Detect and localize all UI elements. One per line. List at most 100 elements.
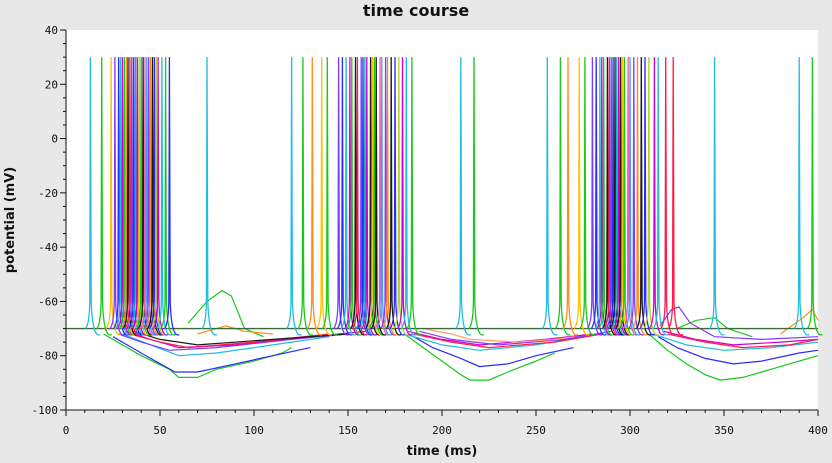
x-tick-label-0: 0 xyxy=(63,424,70,437)
trace-spike-75 xyxy=(607,57,624,336)
trace-spike-46 xyxy=(365,57,381,336)
trace-afterpotential-19 xyxy=(663,330,819,346)
y-tick-label-4: -20 xyxy=(38,187,58,200)
trace-spike-55 xyxy=(389,57,406,336)
trace-spike-93 xyxy=(709,57,725,336)
trace-spike-69 xyxy=(594,57,611,336)
trace-spike-61 xyxy=(468,57,485,336)
trace-spike-38 xyxy=(344,57,361,336)
trace-spike-87 xyxy=(639,57,656,336)
trace-spike-81 xyxy=(618,57,635,336)
trace-spike-94 xyxy=(793,57,810,336)
trace-spike-71 xyxy=(598,57,614,336)
trace-spike-22 xyxy=(146,57,163,336)
y-tick-label-2: -60 xyxy=(38,295,58,308)
trace-afterpotential-1 xyxy=(112,336,311,373)
trace-afterpotential-10 xyxy=(413,336,574,368)
y-tick-label-3: -40 xyxy=(38,241,58,254)
trace-spike-1 xyxy=(96,57,112,336)
trace-spike-85 xyxy=(631,57,648,336)
trace-spike-82 xyxy=(622,57,639,336)
y-tick-label-7: 40 xyxy=(45,24,58,37)
x-tick-label-8: 400 xyxy=(808,424,828,437)
x-tick-label-3: 150 xyxy=(338,424,358,437)
x-tick-label-4: 200 xyxy=(432,424,452,437)
trace-afterpotential-6 xyxy=(133,330,349,346)
trace-spike-2 xyxy=(105,57,122,336)
trace-spike-25 xyxy=(152,57,169,336)
trace-afterpotential-13 xyxy=(413,333,602,349)
trace-spike-0 xyxy=(84,57,101,336)
trace-spike-33 xyxy=(316,57,332,336)
trace-spike-27 xyxy=(160,57,176,336)
trace-spike-50 xyxy=(374,57,391,336)
trace-spike-56 xyxy=(393,57,410,336)
trace-afterpotential-16 xyxy=(648,333,819,381)
trace-spike-58 xyxy=(400,57,417,336)
trace-spike-88 xyxy=(643,57,660,336)
trace-spike-66 xyxy=(579,57,596,336)
trace-spike-41 xyxy=(351,57,368,336)
y-tick-label-6: 20 xyxy=(45,78,58,91)
plot-area xyxy=(66,30,818,410)
trace-spike-40 xyxy=(349,57,366,336)
trace-spike-3 xyxy=(109,57,126,336)
trace-spike-48 xyxy=(368,57,385,336)
trace-spike-78 xyxy=(613,57,629,336)
trace-spike-18 xyxy=(139,57,156,336)
trace-spike-67 xyxy=(586,57,603,336)
trace-spike-12 xyxy=(128,57,144,336)
trace-spike-29 xyxy=(201,57,218,336)
chart-title: time course xyxy=(362,1,470,20)
trace-spike-52 xyxy=(380,57,396,336)
trace-spike-65 xyxy=(573,57,590,336)
trace-spike-92 xyxy=(667,57,684,336)
trace-afterpotential-18 xyxy=(652,333,819,351)
trace-spike-4 xyxy=(113,57,129,336)
trace-spike-14 xyxy=(131,57,148,336)
x-tick-label-6: 300 xyxy=(620,424,640,437)
trace-spike-91 xyxy=(660,57,676,336)
trace-spike-63 xyxy=(554,57,571,336)
trace-spike-24 xyxy=(150,57,167,336)
y-tick-label-1: -80 xyxy=(38,350,58,363)
x-tick-label-5: 250 xyxy=(526,424,546,437)
trace-spike-23 xyxy=(148,57,165,336)
trace-spike-79 xyxy=(615,57,631,336)
trace-spike-37 xyxy=(340,57,357,336)
trace-spike-30 xyxy=(286,57,302,336)
trace-afterpotential-14 xyxy=(419,330,612,346)
x-tick-label-1: 50 xyxy=(153,424,166,437)
trace-afterpotential-8 xyxy=(197,325,273,335)
trace-spike-68 xyxy=(590,57,607,336)
trace-spike-10 xyxy=(124,57,141,336)
trace-spike-16 xyxy=(135,57,152,336)
y-tick-label-5: 0 xyxy=(51,133,58,146)
trace-spike-32 xyxy=(306,57,323,336)
trace-afterpotential-7 xyxy=(187,289,264,338)
trace-spike-95 xyxy=(806,57,823,336)
trace-spike-9 xyxy=(122,57,139,336)
trace-spike-43 xyxy=(357,57,374,336)
trace-spike-31 xyxy=(297,57,314,336)
trace-spike-62 xyxy=(541,57,558,336)
trace-afterpotential-12 xyxy=(408,330,593,346)
trace-spike-20 xyxy=(143,57,159,336)
trace-afterpotential-20 xyxy=(667,333,819,349)
trace-spike-6 xyxy=(116,57,133,336)
trace-spike-49 xyxy=(370,57,387,336)
trace-spike-39 xyxy=(346,57,363,336)
trace-spike-51 xyxy=(376,57,393,336)
trace-spike-72 xyxy=(601,57,618,336)
trace-spike-28 xyxy=(163,57,180,336)
trace-spike-26 xyxy=(156,57,173,336)
trace-spike-86 xyxy=(635,57,652,336)
trace-spike-76 xyxy=(609,57,626,336)
trace-spike-42 xyxy=(355,57,372,336)
trace-spike-5 xyxy=(114,57,131,336)
y-axis-label: potential (mV) xyxy=(3,167,18,273)
x-tick-label-2: 100 xyxy=(244,424,264,437)
trace-spike-70 xyxy=(596,57,613,336)
trace-spike-7 xyxy=(118,57,135,336)
